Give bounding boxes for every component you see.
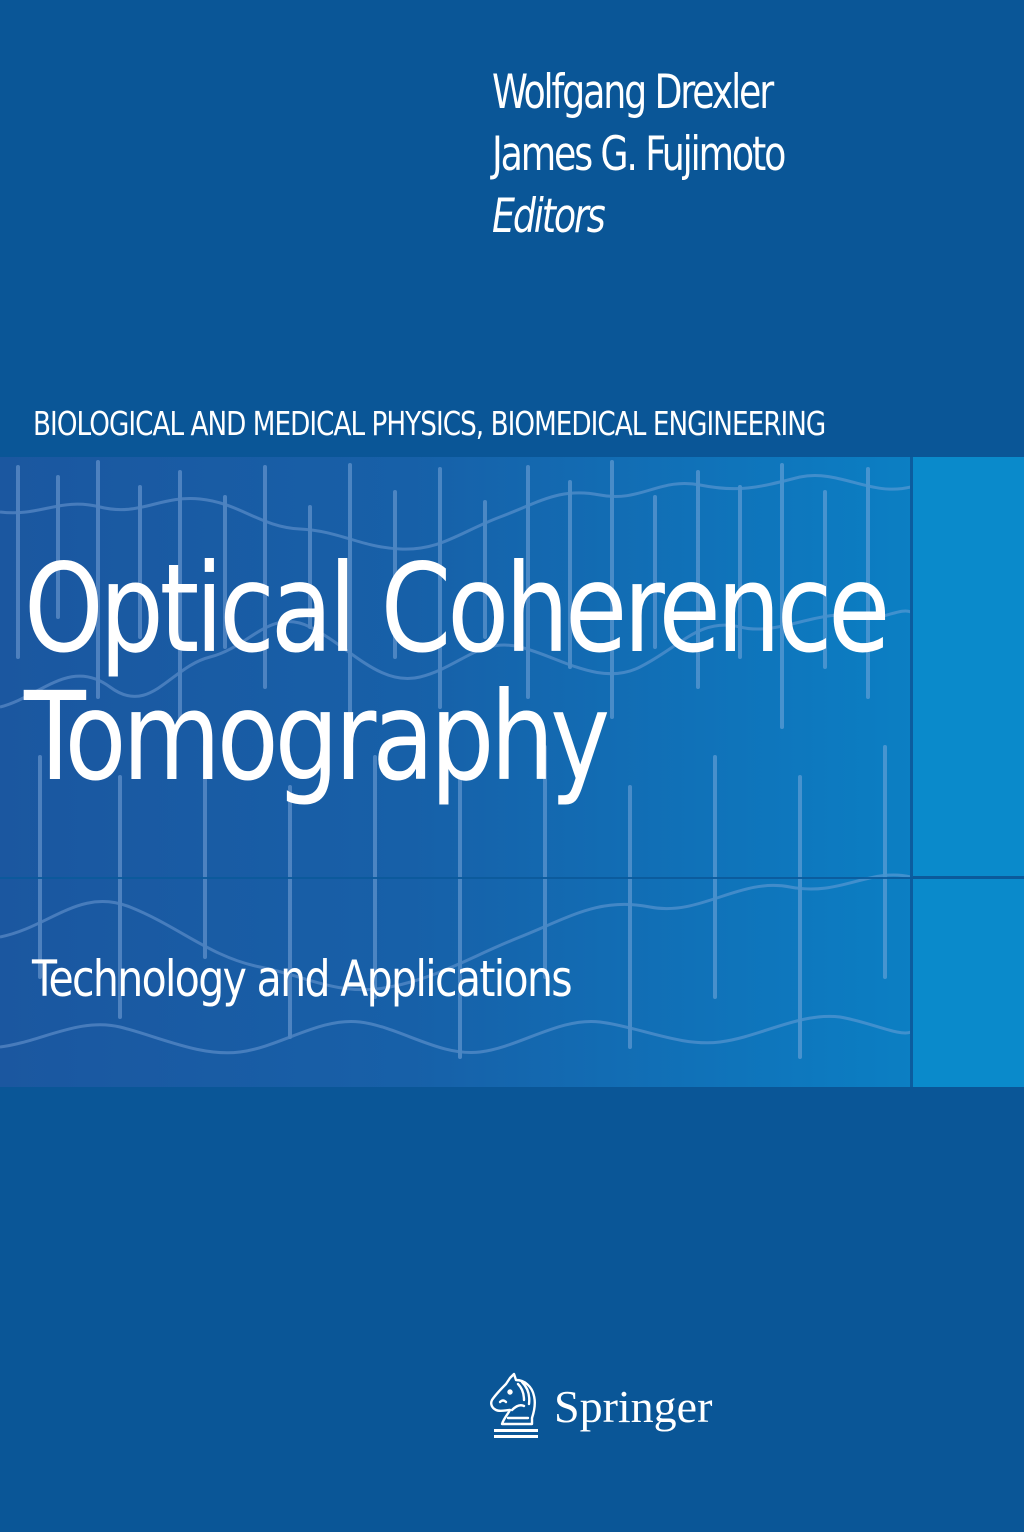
publisher-block: Springer	[488, 1372, 712, 1440]
book-title-line: Optical Coherence	[24, 538, 890, 680]
editors-block: Wolfgang Drexler James G. Fujimoto Edito…	[492, 62, 786, 248]
band-divider-vertical	[910, 457, 913, 1087]
book-subtitle: Technology and Applications	[32, 950, 573, 1008]
editors-role-label: Editors	[492, 189, 606, 244]
editor-name: Wolfgang Drexler	[492, 65, 774, 120]
book-title-line: Tomography	[24, 666, 610, 808]
editor-name: James G. Fujimoto	[492, 127, 786, 182]
title-band	[0, 457, 1024, 1087]
band-divider-horizontal-right	[913, 876, 1024, 879]
band-divider-horizontal	[0, 877, 1024, 879]
publisher-name: Springer	[554, 1381, 713, 1432]
series-title: BIOLOGICAL AND MEDICAL PHYSICS, BIOMEDIC…	[33, 404, 826, 443]
waveform-pattern-icon	[0, 460, 911, 1059]
springer-horse-icon	[490, 1372, 538, 1438]
band-side-panel	[913, 457, 1024, 1087]
book-title: Optical Coherence Tomography	[24, 538, 890, 808]
